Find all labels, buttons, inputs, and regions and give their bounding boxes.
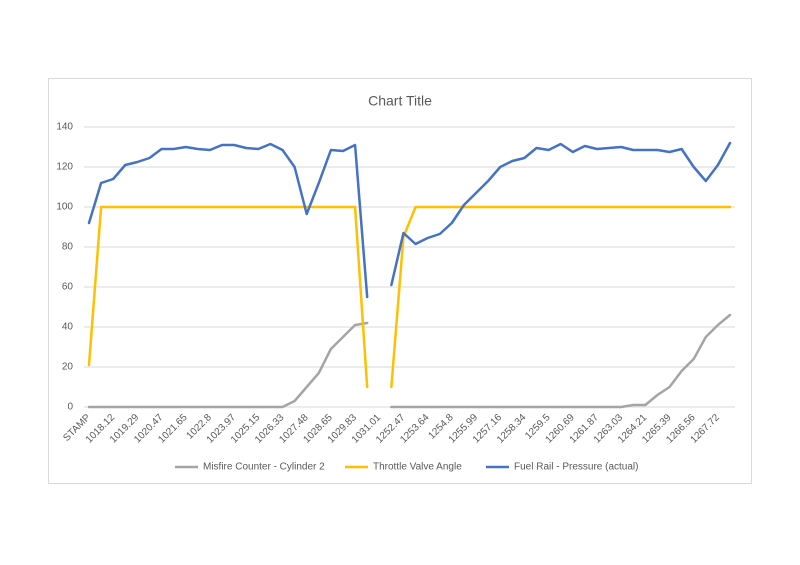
series-line: [87, 141, 732, 299]
y-tick-label: 20: [62, 362, 74, 373]
y-tick-label: 0: [67, 402, 73, 413]
series-line: [87, 313, 732, 409]
legend-label: Fuel Rail - Pressure (actual): [514, 462, 638, 473]
y-tick-label: 120: [56, 162, 73, 173]
y-tick-label: 60: [62, 282, 74, 293]
y-tick-label: 80: [62, 242, 74, 253]
legend-label: Throttle Valve Angle: [373, 462, 462, 473]
y-tick-label: 140: [56, 122, 73, 133]
series-line: [87, 205, 732, 389]
chart-title: Chart Title: [368, 93, 432, 109]
y-tick-label: 40: [62, 322, 74, 333]
y-tick-label: 100: [56, 202, 73, 213]
legend-label: Misfire Counter - Cylinder 2: [203, 462, 325, 473]
